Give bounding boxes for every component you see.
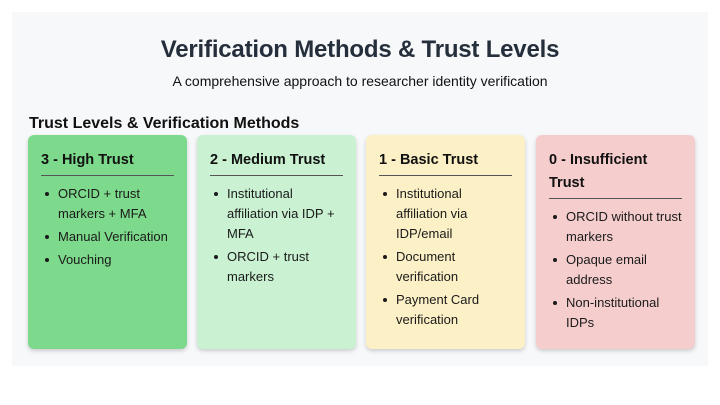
trust-card-insufficient: 0 - Insufficient Trust ORCID without tru… (536, 135, 695, 349)
method-list: ORCID + trust markers + MFA Manual Verif… (41, 184, 174, 270)
trust-card-medium: 2 - Medium Trust Institutional affiliati… (197, 135, 356, 349)
slide: Verification Methods & Trust Levels A co… (12, 12, 708, 366)
card-title: 0 - Insufficient Trust (549, 149, 682, 199)
method-item: Institutional affiliation via IDP + MFA (210, 184, 343, 244)
page-title: Verification Methods & Trust Levels (160, 36, 560, 63)
method-item: ORCID + trust markers + MFA (41, 184, 174, 224)
page-subtitle: A comprehensive approach to researcher i… (172, 73, 548, 89)
method-list: Institutional affiliation via IDP + MFA … (210, 184, 343, 287)
trust-card-high: 3 - High Trust ORCID + trust markers + M… (28, 135, 187, 349)
section-title: Trust Levels & Verification Methods (29, 115, 300, 132)
card-title: 2 - Medium Trust (210, 149, 343, 176)
method-item: ORCID without trust markers (549, 207, 682, 247)
method-item: ORCID + trust markers (210, 247, 343, 287)
method-item: Vouching (41, 250, 174, 270)
method-item: Document verification (379, 247, 512, 287)
method-list: Institutional affiliation via IDP/email … (379, 184, 512, 330)
method-item: Manual Verification (41, 227, 174, 247)
method-item: Opaque email address (549, 250, 682, 290)
method-item: Non-institutional IDPs (549, 293, 682, 333)
method-item: Payment Card verification (379, 290, 512, 330)
method-list: ORCID without trust markers Opaque email… (549, 207, 682, 333)
trust-card-basic: 1 - Basic Trust Institutional affiliatio… (366, 135, 525, 349)
card-title: 1 - Basic Trust (379, 149, 512, 176)
method-item: Institutional affiliation via IDP/email (379, 184, 512, 244)
card-title: 3 - High Trust (41, 149, 174, 176)
